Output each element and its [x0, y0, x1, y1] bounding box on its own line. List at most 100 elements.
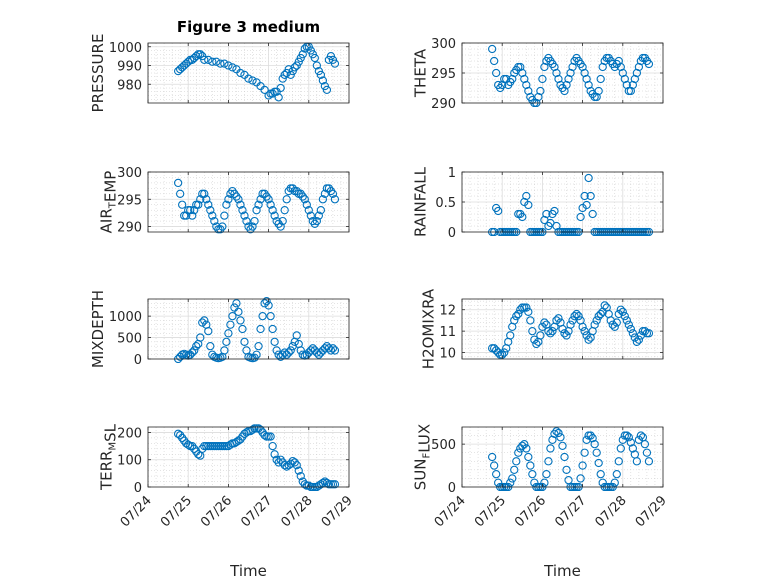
data-point	[204, 326, 213, 336]
data-point	[326, 186, 336, 196]
y-axis-label: H2OMIXRA	[420, 288, 438, 369]
data-point	[490, 56, 499, 66]
data-point	[548, 435, 557, 445]
data-point	[498, 80, 507, 90]
data-point	[258, 311, 267, 321]
data-point	[318, 195, 328, 204]
data-point	[600, 301, 609, 310]
data-point	[250, 216, 259, 226]
data-point	[594, 86, 603, 96]
y-tick-label: 290	[431, 97, 456, 112]
y-tick-label: 0	[134, 353, 142, 368]
data-point	[578, 62, 587, 72]
data-point	[312, 216, 321, 226]
axes-box	[147, 171, 350, 233]
data-point	[644, 59, 654, 69]
data-point	[572, 309, 581, 319]
data-point	[500, 348, 509, 357]
data-point	[236, 68, 245, 78]
data-point	[492, 68, 501, 78]
data-point	[330, 195, 340, 204]
data-point	[300, 195, 309, 204]
data-point	[274, 93, 283, 102]
data-point	[510, 465, 519, 475]
data-point	[184, 440, 193, 449]
data-point	[278, 216, 287, 226]
data-point	[562, 80, 571, 90]
data-point	[514, 448, 523, 457]
data-point	[636, 431, 646, 440]
data-point	[640, 326, 650, 336]
data-point	[268, 441, 277, 451]
data-point	[208, 211, 217, 220]
data-point	[616, 62, 625, 72]
data-point	[578, 322, 587, 332]
data-point	[592, 92, 601, 102]
data-point	[298, 50, 307, 59]
data-point	[230, 189, 239, 198]
data-point	[598, 62, 607, 72]
data-point	[300, 44, 309, 53]
data-point	[212, 57, 221, 66]
data-point	[524, 307, 533, 317]
data-point	[208, 57, 217, 66]
data-point	[296, 471, 305, 481]
data-point	[236, 435, 245, 444]
data-point	[506, 331, 515, 340]
data-point	[308, 216, 317, 226]
data-point	[596, 469, 605, 479]
y-tick-label: 300	[431, 37, 456, 52]
y-tick-label: 990	[117, 60, 142, 75]
data-point	[560, 86, 569, 96]
data-point	[268, 89, 277, 98]
data-point	[632, 337, 642, 347]
axes-box	[147, 42, 350, 104]
data-point	[518, 68, 527, 78]
data-point	[254, 200, 263, 209]
data-point	[618, 68, 627, 78]
data-point	[554, 314, 563, 323]
data-point	[558, 441, 567, 451]
data-point	[286, 459, 295, 468]
x-axis-label: Time	[543, 562, 581, 580]
y-tick-label: 500	[431, 438, 456, 453]
data-point	[590, 320, 599, 329]
data-markers	[487, 44, 654, 107]
data-point	[566, 320, 575, 329]
data-point	[536, 86, 545, 96]
data-point	[204, 55, 213, 65]
data-point	[522, 191, 531, 201]
y-axis-label: RAINFALL	[411, 166, 429, 237]
data-point	[552, 221, 561, 231]
data-point	[244, 222, 253, 231]
data-point	[252, 350, 261, 359]
data-point	[264, 195, 273, 204]
data-point	[252, 206, 261, 215]
data-point	[190, 206, 199, 215]
data-point	[644, 329, 654, 338]
data-point	[588, 433, 597, 443]
data-point	[226, 320, 235, 329]
data-point	[580, 326, 589, 336]
data-point	[554, 74, 563, 84]
data-point	[268, 206, 277, 215]
data-point	[634, 62, 644, 72]
data-point	[506, 478, 515, 487]
data-markers	[173, 42, 340, 102]
axes-box	[147, 426, 350, 488]
data-point	[596, 74, 605, 84]
data-point	[522, 80, 531, 90]
y-tick-label: 12	[439, 304, 456, 319]
data-point	[626, 438, 635, 447]
data-point	[310, 219, 319, 228]
data-point	[222, 337, 231, 347]
data-point	[526, 461, 535, 470]
data-point	[286, 346, 295, 355]
data-point	[578, 461, 587, 470]
data-point	[586, 191, 595, 201]
data-point	[224, 329, 233, 338]
data-point	[612, 318, 621, 327]
y-tick-label: 295	[431, 67, 456, 82]
